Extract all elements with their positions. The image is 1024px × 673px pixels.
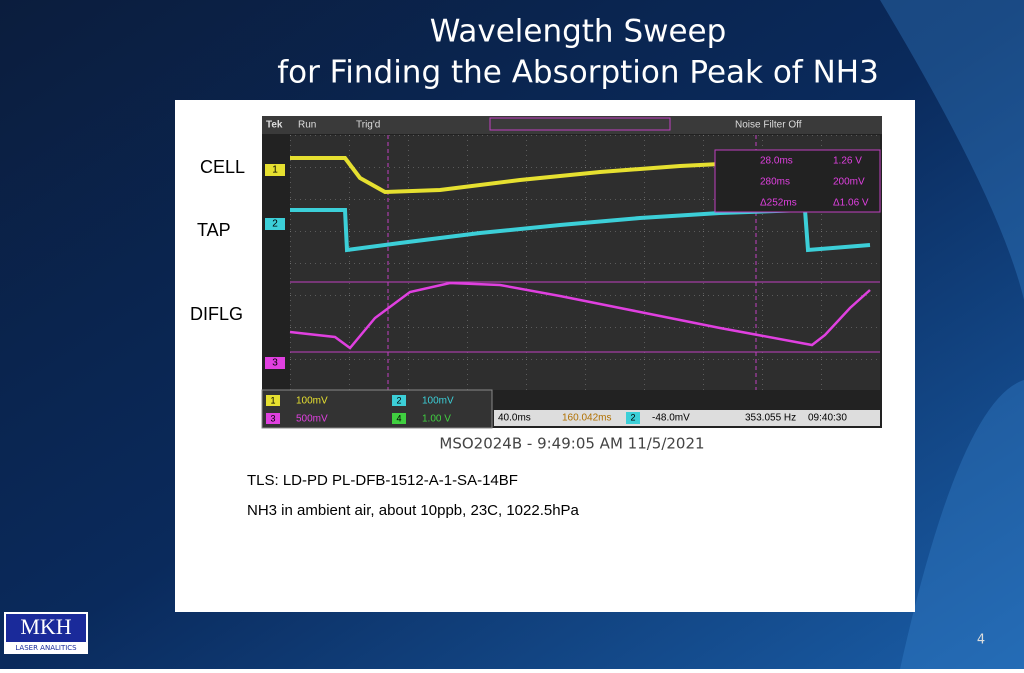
measurement: 200mV: [833, 177, 865, 188]
decoration: [880, 0, 1024, 669]
channel-marker: [266, 413, 280, 424]
scope-caption: MSO2024B - 9:49:05 AM 11/5/2021: [439, 435, 704, 453]
measurement: 28.0ms: [760, 156, 793, 167]
channel-number: 2: [396, 395, 401, 405]
trace-label: TAP: [197, 220, 231, 240]
channel-number: 1: [272, 165, 278, 176]
logo-text: MKH: [20, 614, 71, 639]
trace-label: DIFLG: [190, 304, 243, 324]
channel-number: 3: [272, 358, 278, 369]
run-state: Run: [298, 120, 316, 131]
clock: 09:40:30: [808, 413, 847, 424]
trace-label: CELL: [200, 157, 245, 177]
frequency: 353.055 Hz: [745, 413, 796, 424]
diflg-trace: [289, 281, 871, 350]
channel-number: 2: [272, 219, 278, 230]
note: NH3 in ambient air, about 10ppb, 23C, 10…: [247, 502, 580, 519]
logo-box: [6, 614, 86, 642]
channel-scale: 100mV: [296, 396, 328, 407]
measurement: 1.26 V: [833, 156, 862, 167]
trigger-level: -48.0mV: [652, 413, 690, 424]
channel-number: 3: [270, 413, 275, 423]
title-line: Wavelength Sweep: [430, 14, 727, 50]
channel-marker: [265, 218, 285, 230]
channel-number: 4: [396, 413, 401, 423]
record-length: 160.042ms: [562, 413, 611, 424]
measurement: 280ms: [760, 177, 790, 188]
channel-marker: [266, 395, 280, 406]
note: TLS: LD-PD PL-DFB-1512-A-1-SA-14BF: [247, 472, 518, 489]
tap-trace: [290, 207, 871, 253]
status-bar: [494, 410, 880, 426]
channel-marker: [265, 164, 285, 176]
page-number: 4: [977, 633, 985, 648]
measurement: Δ252ms: [760, 198, 797, 209]
trigger-state: Trig'd: [356, 120, 380, 131]
channel-number: 1: [270, 395, 275, 405]
record-bar: [489, 117, 671, 131]
measurement: Δ1.06 V: [833, 198, 869, 209]
oscilloscope: Tek Run Trig'd Noise Filter Off 1 2 3 28…: [261, 116, 882, 429]
channel-scale: 1.00 V: [422, 414, 451, 425]
channel-scale: 100mV: [422, 396, 454, 407]
channel-marker: [392, 413, 406, 424]
channel-number: 2: [630, 412, 635, 422]
channel-scale: 500mV: [296, 414, 328, 425]
channel-settings: [261, 389, 493, 429]
channel-marker: [392, 395, 406, 406]
channel-marker: [626, 412, 640, 424]
time-scale: 40.0ms: [498, 413, 531, 424]
channel-marker: [265, 357, 285, 369]
filter-state: Noise Filter Off: [735, 120, 802, 131]
scope-header: [262, 116, 882, 134]
brand: Tek: [266, 120, 283, 131]
measurement-box: [714, 149, 881, 213]
logo-subtext: LASER ANALITICS: [15, 644, 77, 652]
title-line: for Finding the Absorption Peak of NH3: [277, 55, 879, 91]
